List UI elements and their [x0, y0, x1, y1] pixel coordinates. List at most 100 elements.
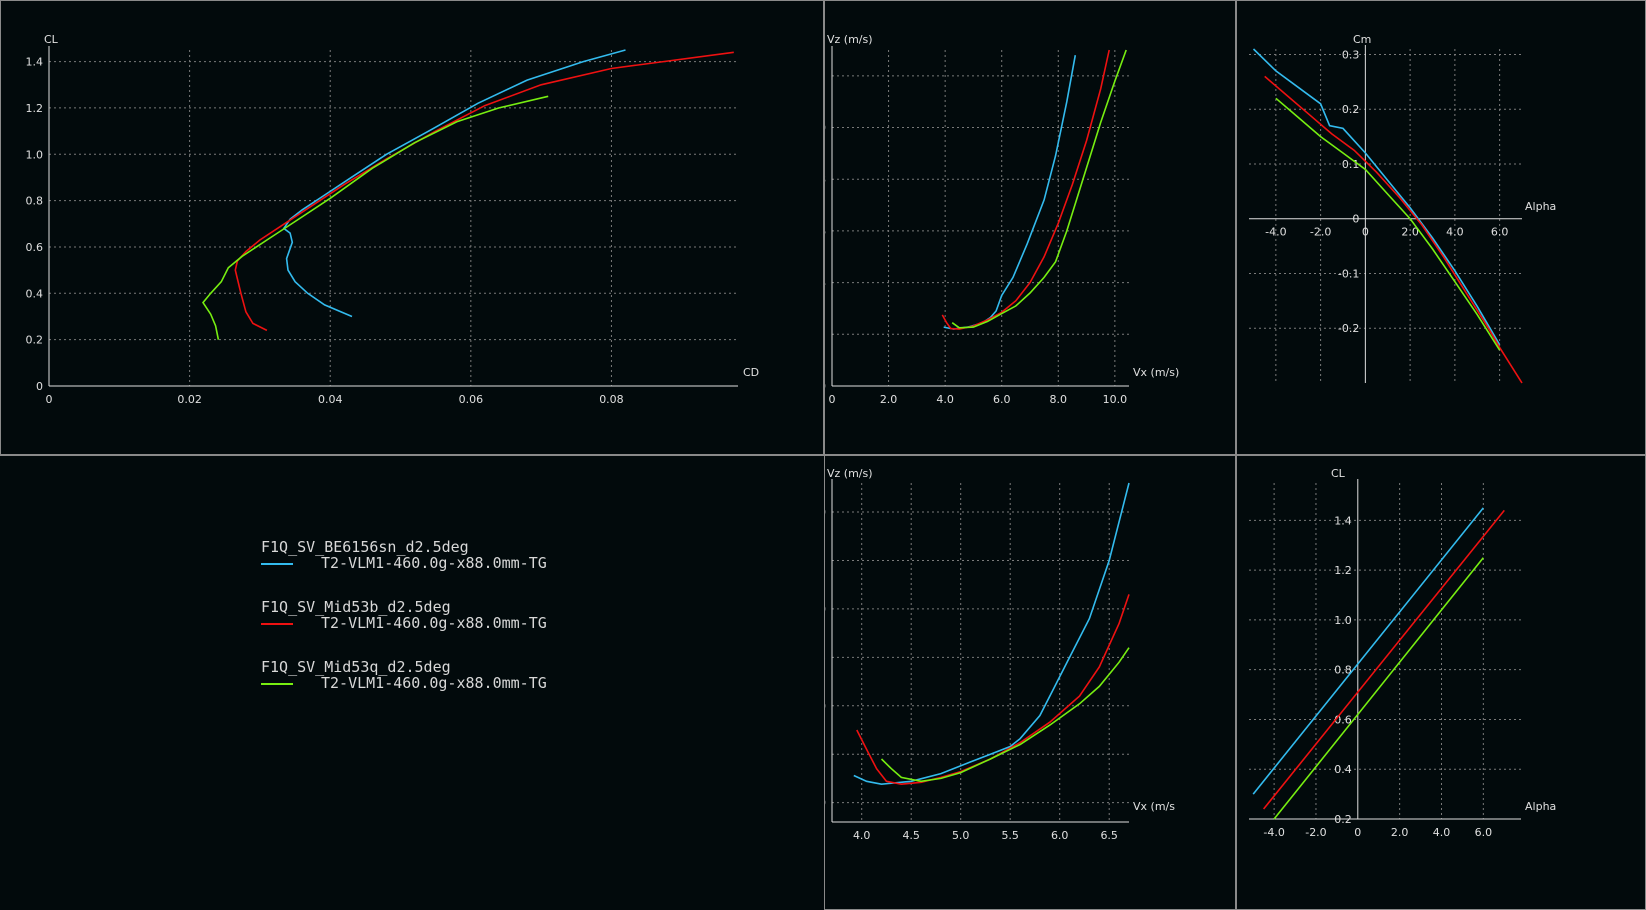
legend-entry: F1Q_SV_Mid53b_d2.5deg T2-VLM1-460.0g-x88…: [261, 599, 547, 631]
series-line-3: [1275, 97, 1501, 351]
y-tick-label: 0.45: [825, 554, 826, 567]
y-tick-label: 1.2: [26, 102, 44, 115]
x-axis-label: Alpha: [1525, 200, 1556, 213]
x-tick-label: -4.0: [1263, 826, 1284, 839]
y-tick-label: 0.30: [825, 700, 826, 713]
series-line-2: [856, 594, 1130, 786]
speed-polar-panel: 0 2.0 4.0 6.0 8.0 10.0 0 0.2 0.4 0.6 0.8 1.0 1.2 Vz (…: [824, 0, 1236, 455]
x-tick-label: 4.0: [1446, 226, 1464, 239]
lift-chart-panel: -4.0 -2.0 0 2.0 4.0 6.0 0.2 0.4 0.6 0.8 1.0 1.2 1.4 C…: [1236, 455, 1646, 910]
legend-swatch: [261, 683, 293, 685]
grid: [49, 50, 738, 386]
x-tick-label: 2.0: [880, 393, 898, 406]
x-tick-label: 4.0: [1433, 826, 1451, 839]
series-line-1: [853, 482, 1130, 786]
x-tick-label: -2.0: [1305, 826, 1326, 839]
series-line-1: [1252, 48, 1501, 346]
x-tick-label: 4.5: [902, 829, 920, 842]
series-line-1: [282, 49, 626, 318]
x-tick-label: 2.0: [1391, 826, 1409, 839]
grid: [1249, 483, 1521, 819]
grid: [832, 50, 1129, 386]
grid: [1249, 49, 1522, 383]
x-tick-label: 0: [829, 393, 836, 406]
y-tick-label: 0.50: [825, 506, 826, 519]
speed-zoom-chart: 4.0 4.5 5.0 5.5 6.0 6.5 0.20 0.25 0.30 0.35 0.40 0.…: [825, 467, 1175, 842]
x-tick-label: -2.0: [1310, 226, 1331, 239]
legend-series-sub: T2-VLM1-460.0g-x88.0mm-TG: [321, 614, 547, 632]
y-tick-label: 1.2: [1334, 564, 1352, 577]
y-tick-label: 0.25: [825, 748, 826, 761]
x-tick-label: 6.0: [1475, 826, 1493, 839]
polar-chart-panel: 0 0.02 0.04 0.06 0.08 0 0.2 0.4 0.6 0.8 1.0 1.2 1.4 C…: [0, 0, 824, 455]
series-line-1: [1252, 507, 1484, 795]
series-line-2: [234, 51, 734, 332]
y-tick-label: 0.1: [1342, 158, 1360, 171]
series-line-2: [1262, 509, 1505, 810]
y-axis-label: CL: [1331, 467, 1346, 480]
x-tick-label: 0.08: [599, 393, 624, 406]
x-axis-label: Vx (m/s: [1133, 800, 1175, 813]
legend-swatch: [261, 563, 293, 565]
x-tick-label: -4.0: [1265, 226, 1286, 239]
legend-entry: F1Q_SV_Mid53q_d2.5deg T2-VLM1-460.0g-x88…: [261, 659, 547, 691]
y-tick-label: 0: [1352, 213, 1359, 226]
y-tick-label: 1.2: [825, 70, 826, 83]
x-tick-label: 10.0: [1103, 393, 1128, 406]
legend-series-name: F1Q_SV_Mid53q_d2.5deg: [261, 658, 451, 676]
legend-series-name: F1Q_SV_BE6156sn_d2.5deg: [261, 538, 469, 556]
y-tick-label: 1.0: [26, 148, 44, 161]
x-tick-label: 5.0: [952, 829, 970, 842]
x-tick-label: 0: [46, 393, 53, 406]
series-line-2: [1264, 75, 1523, 384]
y-tick-label: 0.2: [1342, 103, 1360, 116]
legend-panel: F1Q_SV_BE6156sn_d2.5deg T2-VLM1-460.0g-x…: [0, 455, 824, 910]
grid: [832, 483, 1129, 822]
y-tick-label: -0.1: [1338, 267, 1359, 280]
y-tick-label: -0.2: [1338, 322, 1359, 335]
y-tick-label: 0.2: [825, 328, 826, 341]
y-tick-label: 1.4: [1334, 514, 1352, 527]
x-tick-label: 5.5: [1001, 829, 1019, 842]
legend-series-name: F1Q_SV_Mid53b_d2.5deg: [261, 598, 451, 616]
x-tick-label: 2.0: [1401, 226, 1419, 239]
x-tick-label: 0: [1354, 826, 1361, 839]
series-line-3: [1273, 557, 1484, 820]
y-tick-label: 0.4: [1334, 763, 1352, 776]
y-tick-label: 0.35: [825, 651, 826, 664]
y-tick-label: 0: [36, 380, 43, 393]
x-tick-label: 8.0: [1050, 393, 1068, 406]
x-tick-label: 6.5: [1100, 829, 1118, 842]
y-axis-label: CL: [44, 33, 59, 46]
x-tick-label: 6.0: [1491, 226, 1509, 239]
y-tick-label: 1.0: [825, 122, 826, 135]
y-axis-label: Vz (m/s): [827, 467, 873, 480]
y-tick-label: 0.2: [26, 334, 44, 347]
x-tick-label: 0.06: [459, 393, 484, 406]
legend-series-sub: T2-VLM1-460.0g-x88.0mm-TG: [321, 674, 547, 692]
y-tick-label: 0: [825, 380, 826, 393]
speed-polar-chart: 0 2.0 4.0 6.0 8.0 10.0 0 0.2 0.4 0.6 0.8 1.0 1.2 Vz (…: [825, 33, 1179, 406]
x-tick-label: 0.04: [318, 393, 343, 406]
series-line-1: [943, 55, 1077, 330]
y-tick-label: 0.4: [26, 287, 44, 300]
y-axis-label: Cm: [1353, 33, 1371, 46]
x-axis-label: Alpha: [1525, 800, 1556, 813]
y-tick-label: 0.8: [1334, 664, 1352, 677]
x-tick-label: 4.0: [853, 829, 871, 842]
series-line-3: [880, 647, 1130, 783]
series-line-3: [202, 95, 549, 340]
y-tick-label: 1.0: [1334, 614, 1352, 627]
legend-series-sub: T2-VLM1-460.0g-x88.0mm-TG: [321, 554, 547, 572]
x-tick-label: 0.02: [177, 393, 202, 406]
y-tick-label: 1.4: [26, 56, 44, 69]
lift-chart: -4.0 -2.0 0 2.0 4.0 6.00.20.40.60.81.01.21.4C…: [1249, 467, 1556, 839]
y-tick-label: 0.8: [825, 173, 826, 186]
y-tick-label: 0.3: [1342, 48, 1360, 61]
moment-chart: -4.0 -2.0 0 2.0 4.0 6.0 -0.2 -0.1 0 0.1 0.2 0.3 Cm Al…: [1249, 33, 1556, 384]
moment-chart-panel: -4.0 -2.0 0 2.0 4.0 6.0 -0.2 -0.1 0 0.1 0.2 0.3 Cm Al…: [1236, 0, 1646, 455]
x-tick-label: 6.0: [1051, 829, 1069, 842]
x-tick-label: 4.0: [936, 393, 954, 406]
x-tick-label: 6.0: [993, 393, 1011, 406]
series-line-2: [941, 49, 1110, 330]
